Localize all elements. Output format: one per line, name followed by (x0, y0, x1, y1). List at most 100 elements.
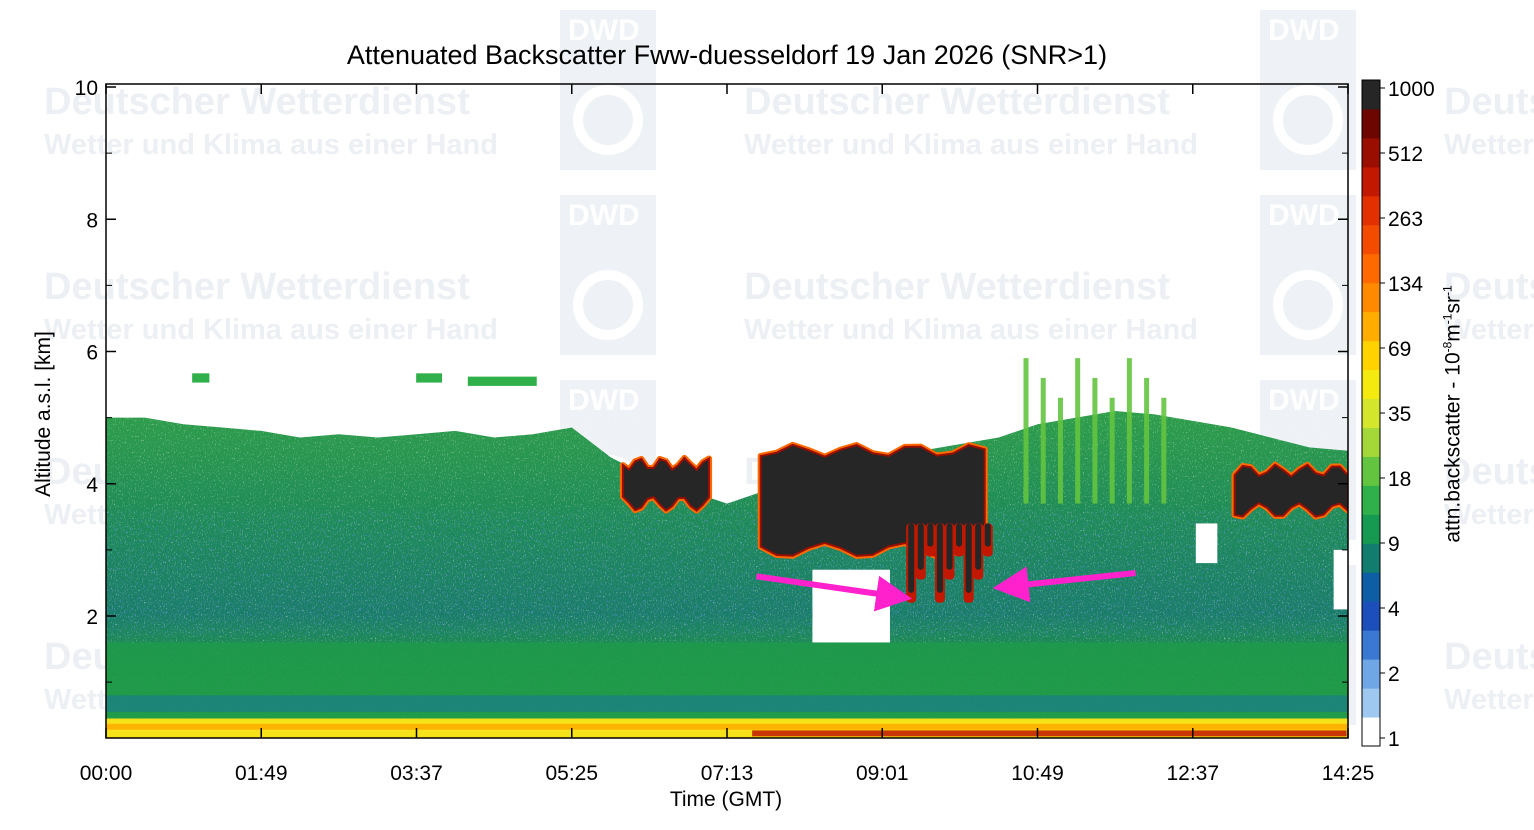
broken-cloud-column (1109, 397, 1115, 504)
no-signal-gap-1 (1195, 523, 1218, 564)
virga-streak (975, 523, 982, 570)
colorbar-segment (1362, 514, 1380, 544)
broken-cloud-column (1144, 377, 1150, 504)
watermark-org-text: Deutscher Wetterdienst (744, 81, 1170, 123)
colorbar-segment (1362, 659, 1380, 689)
watermark-slogan-text: Wetter und Klima aus einer Hand (44, 314, 498, 346)
y-tick-label: 2 (86, 606, 98, 629)
colorbar-segment (1362, 456, 1380, 486)
watermark-org-text: Deutscher Wetterdienst (1444, 81, 1534, 123)
colorbar-tick-label: 18 (1388, 468, 1411, 491)
surface-layer-orange (106, 723, 1348, 730)
watermark-org-text: Deutscher Wetterdienst (1444, 636, 1534, 678)
colorbar-segment (1362, 572, 1380, 602)
x-tick-label: 00:00 (80, 762, 133, 785)
annotations (756, 566, 1136, 612)
watermark-slogan-text: Wetter und Klima aus einer Hand (1444, 684, 1534, 716)
virga-streak (917, 523, 924, 570)
virga-streak (946, 523, 953, 570)
elevated-aerosol-0 (192, 373, 210, 383)
y-tick-label: 6 (86, 342, 98, 365)
x-axis-label: Time (GMT) (669, 788, 783, 811)
colorbar: 1000 512 263 134 69 35 18 9 4 2 1 (1361, 78, 1435, 751)
x-tick-label: 10:49 (1011, 762, 1064, 785)
elevated-aerosol-1 (416, 373, 442, 383)
colorbar-segment (1362, 137, 1380, 168)
colorbar-segment (1362, 630, 1380, 660)
x-tick-label: 01:49 (235, 762, 288, 785)
colorbar-segment (1362, 282, 1380, 313)
no-signal-gap-0 (812, 569, 890, 643)
annotation-arrow-2 (992, 566, 1136, 603)
no-signal-gap-2 (1333, 549, 1348, 610)
broken-cloud-column (1075, 358, 1081, 504)
virga-streak (965, 523, 972, 593)
virga-streak (936, 523, 943, 593)
watermark-logo-text: DWD (1268, 14, 1340, 47)
watermark-org-text: Deutscher Wetterdienst (744, 266, 1170, 308)
colorbar-tick-label: 69 (1388, 338, 1411, 361)
chart-title: Attenuated Backscatter Fww-duesseldorf 1… (346, 40, 1108, 70)
watermark-org-text: Deutscher Wetterdienst (44, 81, 470, 123)
watermark-slogan-text: Wetter und Klima aus einer Hand (1444, 129, 1534, 161)
broken-cloud-column (1023, 358, 1029, 504)
watermark-swirl-icon (1273, 270, 1343, 340)
colorbar-segment (1362, 80, 1380, 110)
colorbar-segment (1362, 195, 1380, 226)
watermark-org-text: Deutscher Wetterdienst (1444, 266, 1534, 308)
y-tick-label: 4 (86, 474, 98, 497)
virga-streak (927, 523, 934, 547)
x-tick-label: 09:01 (856, 762, 909, 785)
colorbar-tick-label: 263 (1388, 208, 1423, 231)
annotation-arrow-1 (756, 573, 913, 612)
blue-speckle-band (106, 510, 1348, 636)
watermark-logo-text: DWD (568, 14, 640, 47)
virga-streak (908, 523, 915, 593)
thick-cloud-1 (621, 456, 711, 512)
broken-cloud-column (1057, 397, 1063, 504)
colorbar-segment (1362, 340, 1380, 371)
broken-cloud-column (1161, 397, 1167, 504)
colorbar-segment (1362, 717, 1380, 747)
y-tick-label: 10 (75, 77, 98, 100)
watermark-org-text: Deutscher Wetterdienst (44, 266, 470, 308)
watermark-logo-text: DWD (1268, 384, 1340, 417)
watermark-logo-text: DWD (568, 199, 640, 232)
colorbar-segment (1362, 224, 1380, 255)
boundary-layer-blue-stripe (106, 695, 1348, 712)
x-tick-label: 05:25 (545, 762, 598, 785)
watermark-slogan-text: Wetter und Klima aus einer Hand (44, 129, 498, 161)
watermark-slogan-text: Wetter und Klima aus einer Hand (1444, 499, 1534, 531)
axes: 2 4 6 8 10 00:00 01:49 03:37 05:25 07:13 09:01 10:4… (75, 77, 1375, 785)
watermark-slogan-text: Wetter und Klima aus einer Hand (1444, 314, 1534, 346)
surface-layer-red (752, 730, 1347, 737)
watermark-slogan-text: Wetter und Klima aus einer Hand (744, 314, 1198, 346)
colorbar-segment (1362, 688, 1380, 718)
colorbar-tick-label: 134 (1388, 273, 1423, 296)
colorbar-segment (1362, 253, 1380, 284)
colorbar-segment (1362, 427, 1380, 457)
y-axis-label: Altitude a.s.l. [km] (32, 331, 55, 497)
watermark-swirl-icon (573, 270, 643, 340)
x-tick-label: 07:13 (701, 762, 754, 785)
colorbar-tick-label: 4 (1388, 598, 1400, 621)
colorbar-segment (1362, 485, 1380, 515)
elevated-aerosol-2 (467, 376, 537, 386)
watermark-logo-text: DWD (568, 384, 640, 417)
watermark-logo-text: DWD (1268, 199, 1340, 232)
plot-area (106, 358, 1348, 738)
colorbar-tick-label: 1 (1388, 728, 1400, 751)
x-tick-label: 12:37 (1166, 762, 1219, 785)
watermark-org-text: Deutscher Wetterdienst (1444, 451, 1534, 493)
colorbar-segment (1362, 369, 1380, 400)
colorbar-tick-label: 1000 (1388, 78, 1435, 101)
colorbar-tick-label: 9 (1388, 533, 1400, 556)
virga-streak (956, 523, 963, 547)
x-tick-label: 03:37 (390, 762, 443, 785)
colorbar-segment (1362, 398, 1380, 428)
colorbar-segment (1362, 166, 1380, 197)
colorbar-tick-label: 35 (1388, 403, 1411, 426)
colorbar-segment (1362, 311, 1380, 342)
